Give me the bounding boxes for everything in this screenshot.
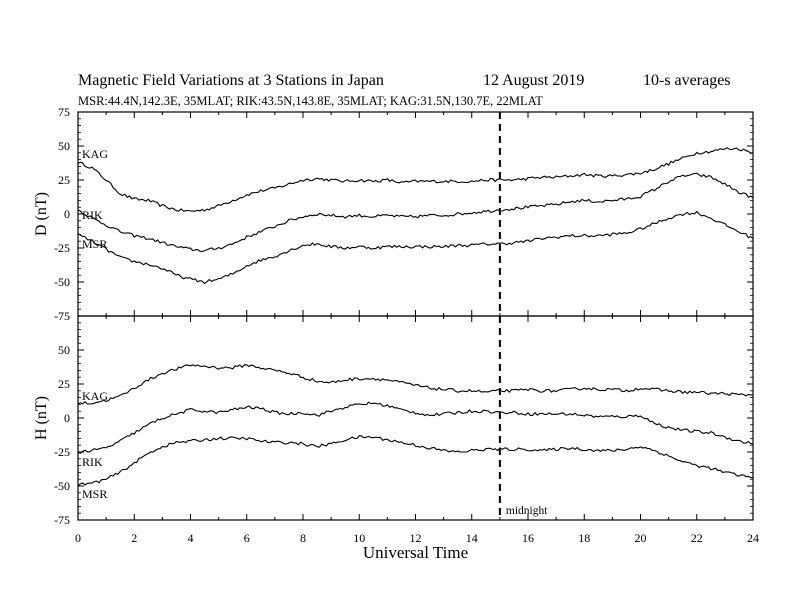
top-ytick-label: 0 (64, 207, 70, 221)
xtick-label: 8 (300, 531, 306, 545)
xtick-label: 12 (410, 531, 422, 545)
xtick-label: 18 (578, 531, 590, 545)
top-ytick-label: 25 (58, 173, 70, 187)
figure-averaging: 10-s averages (643, 72, 731, 89)
bottom-series-msr (77, 435, 754, 487)
bottom-series-label-kag: KAG (82, 389, 108, 403)
bottom-ytick-label: 0 (64, 411, 70, 425)
top-ytick-label: -50 (54, 275, 70, 289)
figure-header: Magnetic Field Variations at 3 Stations … (78, 72, 758, 92)
bottom-ytick-label: -75 (54, 513, 70, 527)
top-series-kag (77, 147, 754, 212)
xtick-label: 6 (244, 531, 250, 545)
top-series-label-msr: MSR (82, 237, 107, 251)
bottom-series-label-msr: MSR (82, 487, 107, 501)
bottom-ytick-label: 25 (58, 377, 70, 391)
bottom-series-kag (77, 364, 753, 405)
bottom-series-rik (77, 401, 754, 454)
top-panel-frame (77, 111, 754, 317)
top-ylabel: D (nT) (33, 192, 50, 236)
bottom-series-label-rik: RIK (82, 455, 103, 469)
bottom-ylabel: H (nT) (33, 396, 50, 440)
station-coordinates: MSR:44.4N,142.3E, 35MLAT; RIK:43.5N,143.… (78, 94, 543, 108)
bottom-panel-frame (77, 315, 754, 521)
xtick-label: 4 (188, 531, 194, 545)
xtick-label: 0 (75, 531, 81, 545)
top-series-rik (77, 172, 754, 253)
xtick-label: 22 (691, 531, 703, 545)
bottom-ytick-label: -50 (54, 479, 70, 493)
midnight-label: midnight (506, 505, 548, 517)
figure-title: Magnetic Field Variations at 3 Stations … (78, 72, 384, 89)
xtick-label: 20 (635, 531, 647, 545)
xlabel: Universal Time (363, 543, 468, 562)
figure-date: 12 August 2019 (483, 72, 585, 89)
top-ytick-label: -25 (54, 241, 70, 255)
bottom-ytick-label: -25 (54, 445, 70, 459)
top-ytick-label: -75 (54, 309, 70, 323)
top-series-label-rik: RIK (82, 208, 103, 222)
xtick-label: 2 (131, 531, 137, 545)
top-ytick-label: 50 (58, 139, 70, 153)
xtick-label: 24 (747, 531, 759, 545)
bottom-ytick-label: 50 (58, 343, 70, 357)
top-ytick-label: 75 (58, 105, 70, 119)
xtick-label: 16 (522, 531, 534, 545)
top-series-msr (77, 210, 754, 285)
xtick-label: 10 (353, 531, 365, 545)
xtick-label: 14 (466, 531, 478, 545)
top-series-label-kag: KAG (82, 147, 108, 161)
